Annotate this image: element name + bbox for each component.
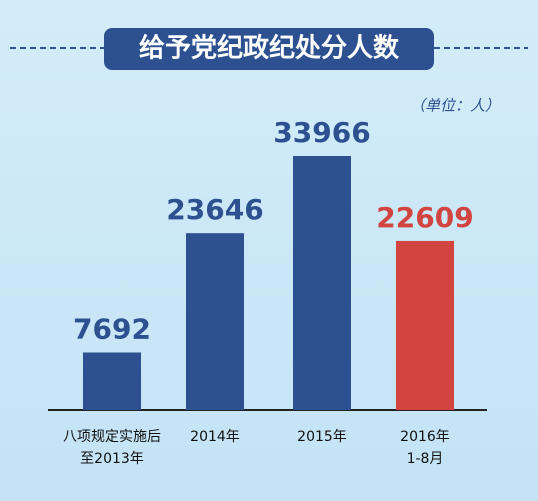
x-tick-label: 八项规定实施后	[63, 429, 161, 445]
value-label: 22609	[376, 201, 473, 234]
value-label: 7692	[73, 312, 151, 345]
bar	[186, 233, 244, 410]
x-tick-label: 至2013年	[80, 451, 144, 467]
chart-title: 给予党纪政纪处分人数	[139, 33, 400, 64]
title-banner	[104, 28, 434, 70]
chart-subtitle: （单位：人）	[410, 97, 500, 115]
bar	[293, 156, 351, 410]
x-tick-label: 2014年	[190, 429, 240, 445]
x-tick-label: 2015年	[297, 429, 347, 445]
value-label: 33966	[273, 116, 370, 149]
value-label: 23646	[166, 193, 263, 226]
bar	[396, 240, 454, 410]
bar	[83, 352, 141, 410]
x-tick-label: 1-8月	[407, 451, 444, 467]
x-tick-label: 2016年	[400, 429, 450, 445]
